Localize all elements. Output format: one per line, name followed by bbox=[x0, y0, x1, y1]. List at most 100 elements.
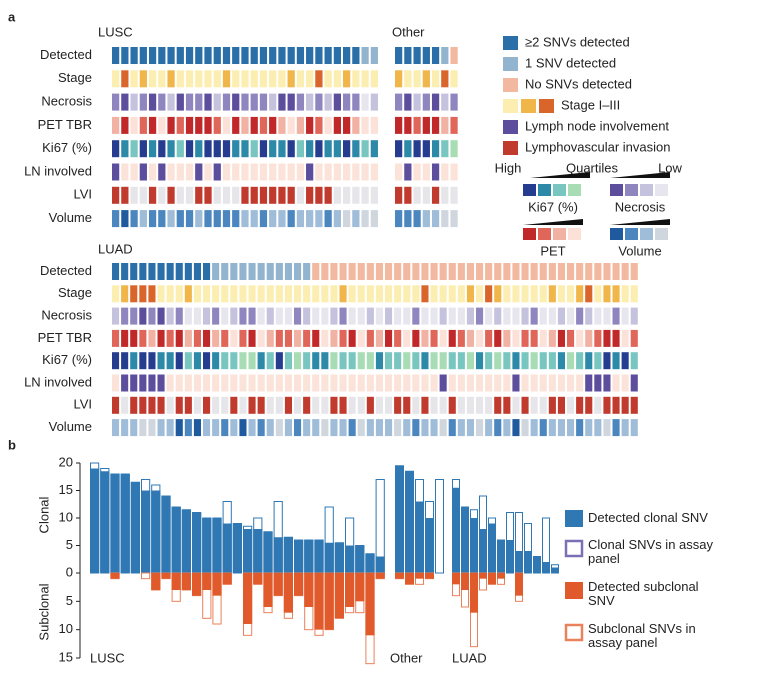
y-tick-label: 20 bbox=[59, 454, 73, 469]
heatmap-cell bbox=[259, 70, 268, 88]
heatmap-cell bbox=[212, 285, 220, 303]
heatmap-cell bbox=[204, 47, 212, 64]
heatmap-cell bbox=[257, 307, 265, 325]
heatmap-cell bbox=[339, 263, 347, 280]
heatmap-cell bbox=[450, 93, 458, 111]
heatmap-cell bbox=[385, 263, 393, 280]
heatmap-cell bbox=[503, 396, 511, 414]
heatmap-cell bbox=[457, 329, 465, 347]
heatmap-cell bbox=[275, 263, 283, 280]
heatmap-cell bbox=[621, 285, 629, 303]
legend-label: Lymphovascular invasion bbox=[525, 139, 670, 154]
heatmap-cell bbox=[403, 419, 411, 437]
heatmap-cell bbox=[352, 93, 360, 111]
heatmap-cell bbox=[330, 263, 338, 280]
heatmap-cell bbox=[430, 285, 438, 303]
heatmap-cell bbox=[530, 419, 538, 437]
heatmap-cell bbox=[185, 93, 194, 111]
quartile-wedge bbox=[530, 172, 590, 178]
heatmap-cell bbox=[485, 352, 493, 370]
heatmap-cell bbox=[530, 352, 538, 370]
heatmap-cell bbox=[439, 285, 447, 303]
heatmap-cell bbox=[594, 352, 602, 370]
heatmap-cell bbox=[139, 285, 147, 303]
heatmap-cell bbox=[494, 396, 502, 414]
heatmap-cell bbox=[548, 352, 556, 370]
clonal-detected-bar bbox=[479, 529, 487, 573]
heatmap-cell bbox=[148, 140, 157, 158]
quartile-swatch bbox=[610, 228, 623, 240]
heatmap-cell bbox=[394, 352, 402, 370]
heatmap-cell bbox=[148, 329, 156, 347]
clonal-detected-bar bbox=[415, 501, 424, 573]
heatmap-cell bbox=[422, 140, 430, 158]
legend-swatch bbox=[565, 582, 583, 599]
subclonal-detected-bar bbox=[273, 573, 283, 596]
heatmap-cell bbox=[121, 374, 129, 392]
heatmap-cell bbox=[259, 47, 268, 64]
heatmap-cell bbox=[176, 93, 184, 111]
clonal-detected-bar bbox=[506, 540, 514, 573]
heatmap-cell bbox=[621, 419, 629, 437]
heatmap-cell bbox=[275, 329, 283, 347]
clonal-detected-bar bbox=[294, 540, 304, 573]
heatmap-cell bbox=[130, 70, 138, 88]
heatmap-cell bbox=[422, 93, 430, 111]
heatmap-cell bbox=[284, 263, 292, 280]
heatmap-cell bbox=[139, 210, 147, 228]
heatmap-cell bbox=[422, 163, 430, 181]
heatmap-cell bbox=[121, 285, 129, 303]
heatmap-cell bbox=[204, 210, 212, 228]
heatmap-cell bbox=[503, 374, 511, 392]
heatmap-cell bbox=[439, 419, 447, 437]
heatmap-cell bbox=[403, 307, 411, 325]
clonal-panel-bar bbox=[435, 479, 444, 574]
heatmap-cell bbox=[232, 140, 240, 158]
heatmap-cell bbox=[557, 352, 565, 370]
heatmap-cell bbox=[266, 396, 274, 414]
heatmap-cell bbox=[385, 419, 393, 437]
heatmap-cell bbox=[603, 419, 611, 437]
heatmap-cell bbox=[112, 47, 120, 64]
heatmap-cell bbox=[512, 263, 520, 280]
heatmap-cell bbox=[357, 263, 365, 280]
heatmap-cell bbox=[539, 396, 547, 414]
heatmap-cell bbox=[148, 263, 156, 280]
row-label: Ki67 (%) bbox=[42, 140, 92, 155]
heatmap-cell bbox=[476, 419, 484, 437]
heatmap-cell bbox=[394, 307, 402, 325]
heatmap-cell bbox=[567, 307, 575, 325]
heatmap-cell bbox=[259, 140, 268, 158]
heatmap-cell bbox=[385, 352, 393, 370]
subclonal-detected-bar bbox=[243, 573, 253, 624]
heatmap-cell bbox=[494, 329, 502, 347]
heatmap-cell bbox=[130, 396, 138, 414]
heatmap-cell bbox=[121, 70, 129, 88]
heatmap-cell bbox=[195, 70, 203, 88]
heatmap-cell bbox=[294, 329, 302, 347]
heatmap-cell bbox=[148, 352, 156, 370]
heatmap-cell bbox=[352, 116, 360, 134]
heatmap-cell bbox=[284, 285, 292, 303]
heatmap-cell bbox=[567, 352, 575, 370]
heatmap-cell bbox=[284, 419, 292, 437]
heatmap-cell bbox=[621, 329, 629, 347]
heatmap-cell bbox=[112, 352, 120, 370]
heatmap-cell bbox=[185, 186, 194, 204]
heatmap-cell bbox=[431, 93, 440, 111]
heatmap-cell bbox=[296, 186, 305, 204]
heatmap-cell bbox=[269, 186, 277, 204]
heatmap-cell bbox=[422, 70, 430, 88]
heatmap-cell bbox=[221, 307, 229, 325]
heatmap-cell bbox=[275, 396, 283, 414]
heatmap-cell bbox=[184, 307, 192, 325]
heatmap-cell bbox=[576, 419, 584, 437]
clonal-detected-bar bbox=[151, 490, 161, 573]
heatmap-cell bbox=[394, 396, 402, 414]
heatmap-cell bbox=[339, 374, 347, 392]
heatmap-cell bbox=[330, 419, 338, 437]
heatmap-cell bbox=[139, 93, 147, 111]
heatmap-cell bbox=[175, 285, 183, 303]
heatmap-cell bbox=[148, 47, 157, 64]
subclonal-detected-bar bbox=[202, 573, 212, 590]
